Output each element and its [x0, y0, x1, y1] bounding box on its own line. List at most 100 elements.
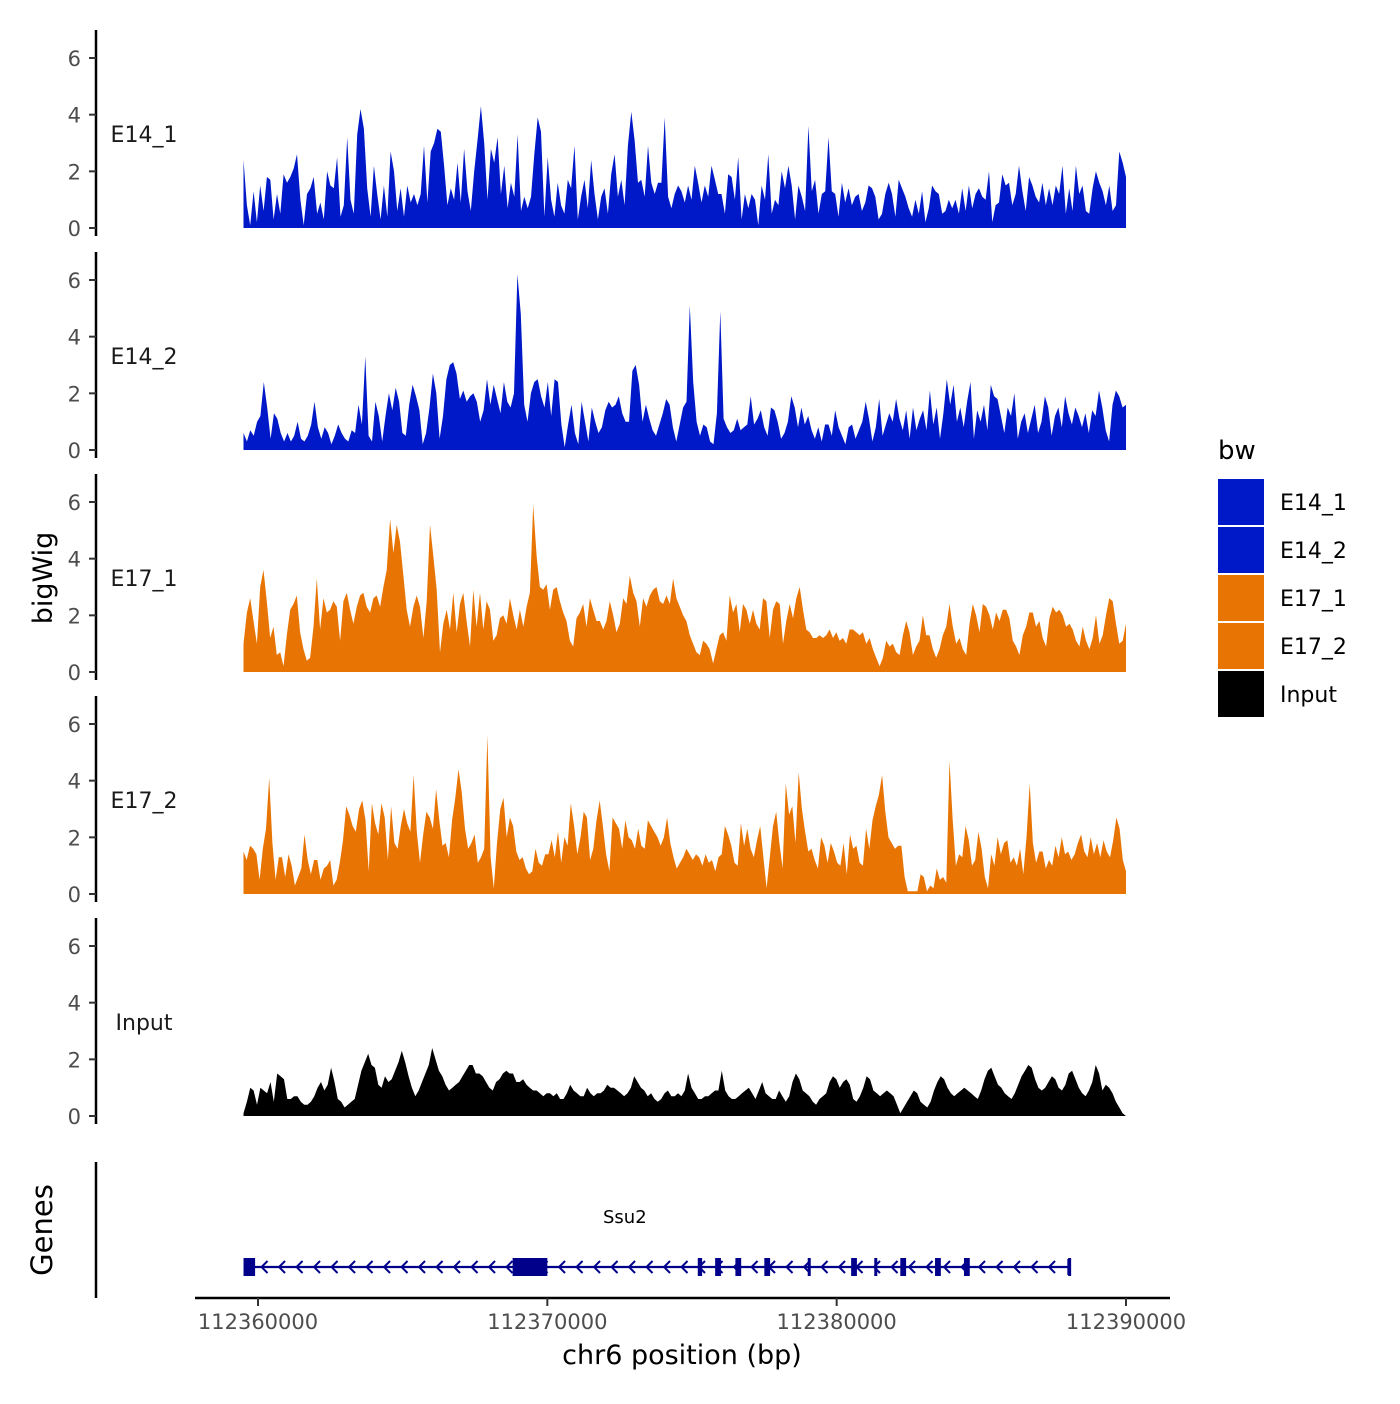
- legend-label: E14_1: [1280, 491, 1347, 516]
- y-tick-label: 6: [68, 491, 81, 515]
- x-tick-label: 112390000: [1066, 1310, 1186, 1334]
- legend-swatch: [1218, 575, 1264, 621]
- panel-E14_2: 0 2 4 6 E14_2: [68, 252, 1126, 463]
- y-tick-label: 2: [68, 604, 81, 628]
- strand-arrow: [295, 1260, 304, 1274]
- legend-swatch: [1218, 671, 1264, 717]
- strand-arrow: [925, 1260, 934, 1274]
- coverage-panels: 0 2 4 6 E14_1 0 2 4 6 E14_2 0 2 4 6 E17_1 0 2 4 6 E17_2 0 2 4 6…: [68, 30, 1126, 1129]
- gene-exon: [1068, 1258, 1072, 1276]
- y-tick-label: 2: [68, 160, 81, 184]
- strand-arrow: [785, 1260, 794, 1274]
- y-axis-title: bigWig: [28, 532, 59, 625]
- coverage-area-E17_2: [243, 735, 1126, 894]
- y-tick-label: 0: [68, 217, 81, 241]
- legend: bw E14_1 E14_2 E17_1 E17_2 Input: [1218, 436, 1347, 717]
- strand-arrow: [645, 1260, 654, 1274]
- y-tick-label: 4: [68, 326, 81, 350]
- strand-arrow: [260, 1260, 269, 1274]
- gene-exon: [851, 1258, 857, 1276]
- legend-label: E17_1: [1280, 587, 1347, 612]
- strand-arrow: [750, 1260, 759, 1274]
- gene-exon: [874, 1258, 878, 1276]
- strand-arrow: [1030, 1260, 1039, 1274]
- strand-arrow: [610, 1260, 619, 1274]
- strand-arrow: [1012, 1260, 1021, 1274]
- legend-label: Input: [1280, 683, 1337, 708]
- strand-arrow: [435, 1260, 444, 1274]
- strand-arrow: [592, 1260, 601, 1274]
- gene-exon: [807, 1258, 811, 1276]
- panel-E14_1: 0 2 4 6 E14_1: [68, 30, 1126, 241]
- gene-exon: [935, 1258, 941, 1276]
- legend-item-E14_1: E14_1: [1218, 479, 1347, 525]
- strand-arrow: [347, 1260, 356, 1274]
- y-tick-label: 2: [68, 1048, 81, 1072]
- gene-name-label: Ssu2: [603, 1207, 647, 1228]
- panel-E17_2: 0 2 4 6 E17_2: [68, 696, 1126, 907]
- x-tick-label: 112360000: [198, 1310, 318, 1334]
- strand-arrow: [977, 1260, 986, 1274]
- legend-label: E17_2: [1280, 635, 1347, 660]
- x-tick-label: 112380000: [777, 1310, 897, 1334]
- legend-item-E17_2: E17_2: [1218, 623, 1347, 669]
- panel-label: E14_1: [111, 123, 178, 148]
- gene-exon: [735, 1258, 742, 1276]
- strand-arrow: [995, 1260, 1004, 1274]
- legend-swatch: [1218, 479, 1264, 525]
- gene-exon: [697, 1258, 703, 1276]
- legend-item-E14_2: E14_2: [1218, 527, 1347, 573]
- y-tick-label: 4: [68, 770, 81, 794]
- strand-arrow: [470, 1260, 479, 1274]
- strand-arrow: [662, 1260, 671, 1274]
- gene-exon: [512, 1258, 548, 1276]
- y-tick-label: 0: [68, 439, 81, 463]
- gene-exon: [900, 1258, 907, 1276]
- gene-Ssu2: Ssu2: [243, 1207, 1072, 1276]
- panel-label: E14_2: [111, 345, 178, 370]
- gene-exon: [764, 1258, 771, 1276]
- x-tick-label: 112370000: [487, 1310, 607, 1334]
- strand-arrow: [557, 1260, 566, 1274]
- y-tick-label: 4: [68, 104, 81, 128]
- y-tick-label: 6: [68, 47, 81, 71]
- x-ticks: 112360000 112370000 112380000 112390000: [198, 1298, 1186, 1334]
- strand-arrow: [365, 1260, 374, 1274]
- strand-arrow: [400, 1260, 409, 1274]
- y-tick-label: 4: [68, 992, 81, 1016]
- strand-arrow: [890, 1260, 899, 1274]
- y-tick-label: 0: [68, 661, 81, 685]
- y-tick-label: 0: [68, 883, 81, 907]
- panel-label: Input: [116, 1011, 173, 1036]
- strand-arrow: [277, 1260, 286, 1274]
- y-tick-label: 2: [68, 382, 81, 406]
- legend-swatch: [1218, 623, 1264, 669]
- strand-arrow: [312, 1260, 321, 1274]
- coverage-area-Input: [243, 1048, 1126, 1116]
- legend-item-Input: Input: [1218, 671, 1337, 717]
- strand-arrow: [1047, 1260, 1056, 1274]
- gene-exon: [243, 1258, 256, 1276]
- legend-title: bw: [1218, 436, 1256, 466]
- strand-arrow: [907, 1260, 916, 1274]
- legend-items: E14_1 E14_2 E17_1 E17_2 Input: [1218, 479, 1347, 717]
- panel-label: E17_2: [111, 789, 178, 814]
- coverage-area-E17_1: [243, 504, 1126, 672]
- strand-arrow: [680, 1260, 689, 1274]
- strand-arrow: [872, 1260, 881, 1274]
- strand-arrow: [942, 1260, 951, 1274]
- strand-arrow: [487, 1260, 496, 1274]
- panel-E17_1: 0 2 4 6 E17_1: [68, 474, 1126, 685]
- y-tick-label: 0: [68, 1105, 81, 1129]
- strand-arrow: [417, 1260, 426, 1274]
- gene-track: Genes Ssu2: [25, 1162, 1072, 1298]
- x-axis: 112360000 112370000 112380000 112390000 chr…: [195, 1296, 1186, 1371]
- genes-layer: Ssu2: [243, 1207, 1072, 1276]
- strand-arrow: [627, 1260, 636, 1274]
- legend-swatch: [1218, 527, 1264, 573]
- y-tick-label: 4: [68, 548, 81, 572]
- strand-arrow: [837, 1260, 846, 1274]
- gene-exon: [715, 1258, 721, 1276]
